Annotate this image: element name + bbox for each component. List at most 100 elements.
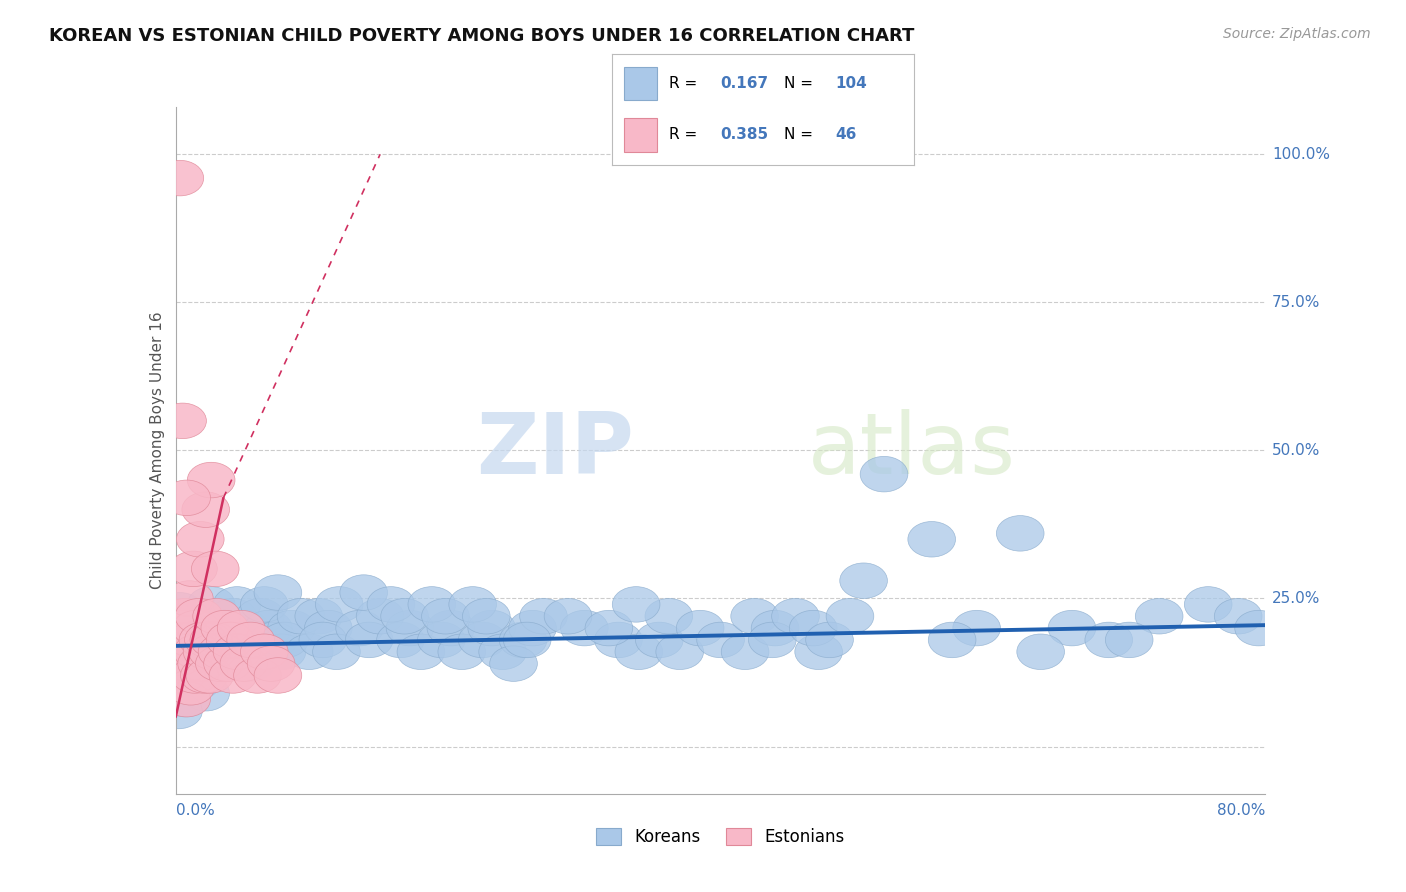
Text: R =: R =	[669, 76, 702, 91]
Ellipse shape	[190, 623, 238, 657]
Ellipse shape	[218, 634, 264, 670]
Ellipse shape	[827, 599, 873, 634]
Ellipse shape	[458, 623, 506, 657]
Ellipse shape	[160, 634, 208, 670]
Ellipse shape	[156, 592, 204, 628]
Ellipse shape	[204, 646, 252, 681]
Ellipse shape	[367, 587, 415, 623]
Ellipse shape	[748, 623, 796, 657]
Ellipse shape	[188, 634, 236, 670]
Ellipse shape	[156, 640, 204, 675]
Ellipse shape	[240, 587, 288, 623]
Ellipse shape	[226, 623, 274, 657]
Ellipse shape	[247, 646, 295, 681]
Text: KOREAN VS ESTONIAN CHILD POVERTY AMONG BOYS UNDER 16 CORRELATION CHART: KOREAN VS ESTONIAN CHILD POVERTY AMONG B…	[49, 27, 914, 45]
Ellipse shape	[997, 516, 1045, 551]
Ellipse shape	[1047, 610, 1095, 646]
Ellipse shape	[170, 551, 218, 587]
Ellipse shape	[180, 657, 228, 693]
Ellipse shape	[177, 623, 225, 657]
Ellipse shape	[176, 599, 222, 634]
Ellipse shape	[179, 623, 226, 657]
Ellipse shape	[245, 610, 292, 646]
Ellipse shape	[387, 610, 434, 646]
Ellipse shape	[155, 623, 202, 657]
Ellipse shape	[193, 599, 240, 634]
Ellipse shape	[172, 657, 219, 693]
Ellipse shape	[806, 623, 853, 657]
Ellipse shape	[860, 457, 908, 491]
Ellipse shape	[200, 623, 247, 657]
Ellipse shape	[159, 403, 207, 439]
Ellipse shape	[437, 634, 485, 670]
Ellipse shape	[190, 610, 238, 646]
Text: 0.385: 0.385	[720, 128, 769, 143]
Ellipse shape	[1234, 610, 1282, 646]
Ellipse shape	[315, 587, 363, 623]
Ellipse shape	[381, 599, 429, 634]
Ellipse shape	[219, 646, 267, 681]
Text: atlas: atlas	[807, 409, 1015, 492]
Ellipse shape	[794, 634, 842, 670]
Ellipse shape	[218, 610, 264, 646]
Ellipse shape	[236, 599, 284, 634]
Ellipse shape	[520, 599, 568, 634]
Ellipse shape	[250, 623, 298, 657]
Text: 50.0%: 50.0%	[1272, 443, 1320, 458]
Ellipse shape	[676, 610, 724, 646]
Ellipse shape	[636, 623, 683, 657]
Ellipse shape	[231, 623, 278, 657]
Ellipse shape	[209, 657, 257, 693]
Ellipse shape	[377, 623, 425, 657]
Ellipse shape	[655, 634, 703, 670]
Ellipse shape	[1105, 623, 1153, 657]
Ellipse shape	[1135, 599, 1182, 634]
Ellipse shape	[1184, 587, 1232, 623]
Ellipse shape	[499, 623, 547, 657]
Ellipse shape	[612, 587, 659, 623]
Text: 75.0%: 75.0%	[1272, 295, 1320, 310]
Text: 100.0%: 100.0%	[1272, 147, 1330, 162]
Ellipse shape	[167, 657, 215, 693]
Ellipse shape	[277, 599, 325, 634]
Text: 80.0%: 80.0%	[1218, 803, 1265, 818]
Ellipse shape	[928, 623, 976, 657]
Ellipse shape	[173, 616, 219, 652]
Ellipse shape	[789, 610, 837, 646]
Ellipse shape	[418, 623, 465, 657]
Ellipse shape	[449, 587, 496, 623]
Text: N =: N =	[785, 76, 818, 91]
Ellipse shape	[169, 599, 217, 634]
Ellipse shape	[645, 599, 693, 634]
Ellipse shape	[167, 670, 215, 705]
Ellipse shape	[422, 599, 470, 634]
Ellipse shape	[162, 599, 209, 634]
Ellipse shape	[214, 587, 262, 623]
Ellipse shape	[187, 462, 235, 498]
Ellipse shape	[181, 491, 229, 527]
Ellipse shape	[299, 623, 347, 657]
Ellipse shape	[503, 623, 551, 657]
Ellipse shape	[305, 610, 352, 646]
Ellipse shape	[731, 599, 779, 634]
Ellipse shape	[285, 634, 333, 670]
Text: 0.167: 0.167	[720, 76, 769, 91]
Ellipse shape	[156, 161, 204, 196]
Ellipse shape	[186, 640, 233, 675]
Ellipse shape	[184, 623, 232, 657]
Text: 0.0%: 0.0%	[176, 803, 215, 818]
Ellipse shape	[159, 670, 207, 705]
Ellipse shape	[346, 623, 394, 657]
Ellipse shape	[509, 610, 557, 646]
Text: 25.0%: 25.0%	[1272, 591, 1320, 606]
Ellipse shape	[585, 610, 633, 646]
Ellipse shape	[165, 646, 212, 681]
Ellipse shape	[207, 623, 254, 657]
Ellipse shape	[163, 681, 211, 717]
Ellipse shape	[233, 657, 281, 693]
Ellipse shape	[561, 610, 609, 646]
Ellipse shape	[183, 634, 231, 670]
Ellipse shape	[259, 634, 307, 670]
Ellipse shape	[166, 657, 214, 693]
Ellipse shape	[214, 634, 262, 670]
